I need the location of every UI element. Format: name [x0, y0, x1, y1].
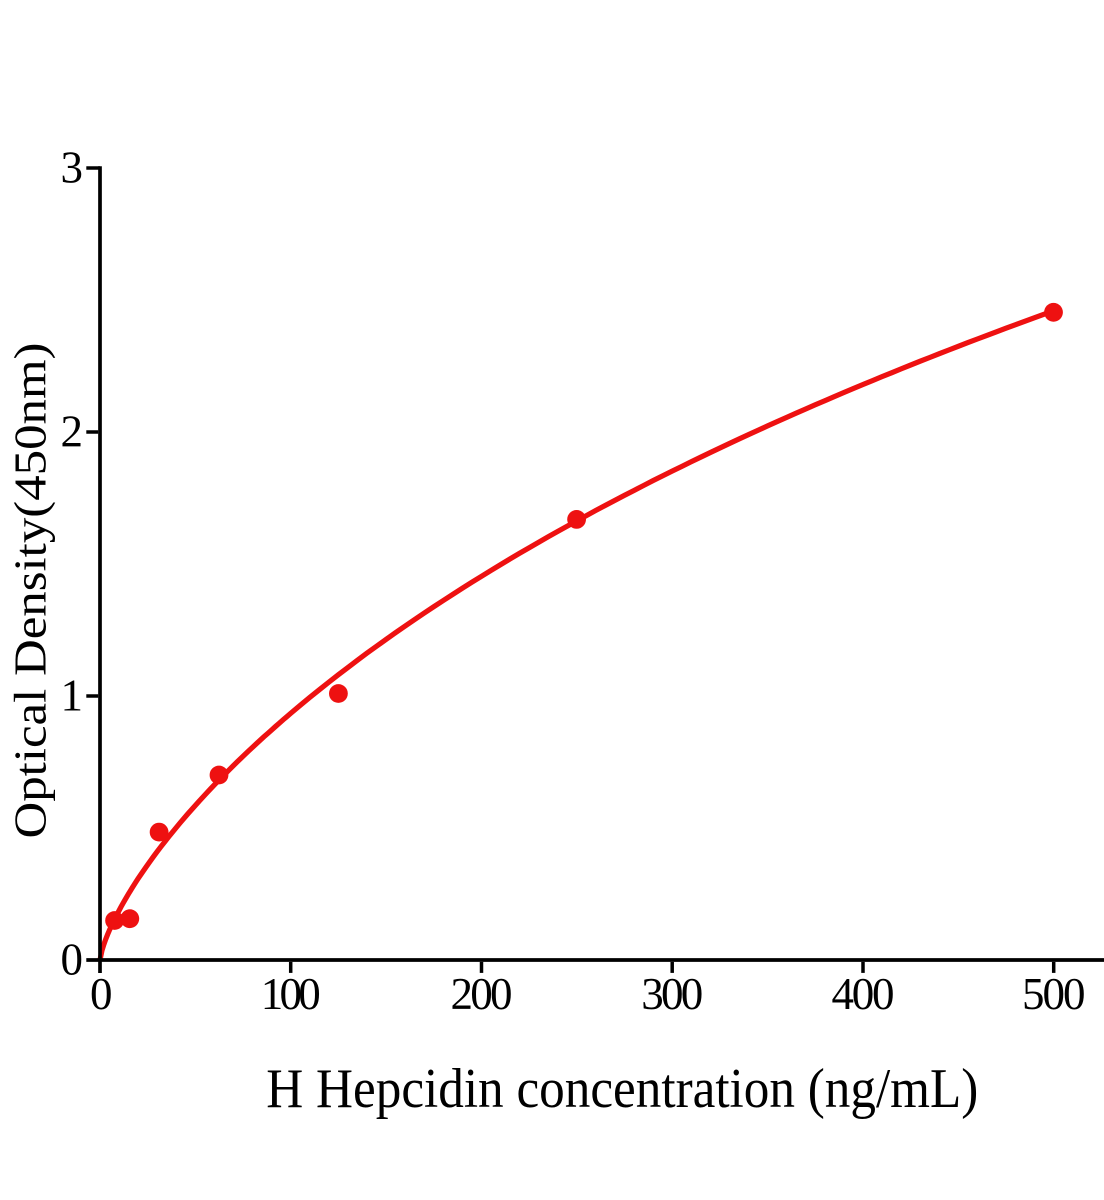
- svg-text:300: 300: [641, 969, 703, 1019]
- svg-text:2: 2: [61, 407, 84, 457]
- svg-text:500: 500: [1022, 969, 1086, 1019]
- svg-text:0: 0: [90, 969, 113, 1019]
- svg-text:H Hepcidin concentration (ng/m: H Hepcidin concentration (ng/mL): [266, 1058, 978, 1120]
- svg-text:100: 100: [261, 969, 321, 1019]
- svg-text:400: 400: [832, 969, 895, 1019]
- svg-text:3: 3: [61, 143, 84, 193]
- svg-text:200: 200: [451, 969, 513, 1019]
- svg-text:0: 0: [61, 934, 84, 984]
- svg-text:Optical Density(450nm): Optical Density(450nm): [5, 343, 55, 839]
- svg-text:1: 1: [61, 671, 84, 721]
